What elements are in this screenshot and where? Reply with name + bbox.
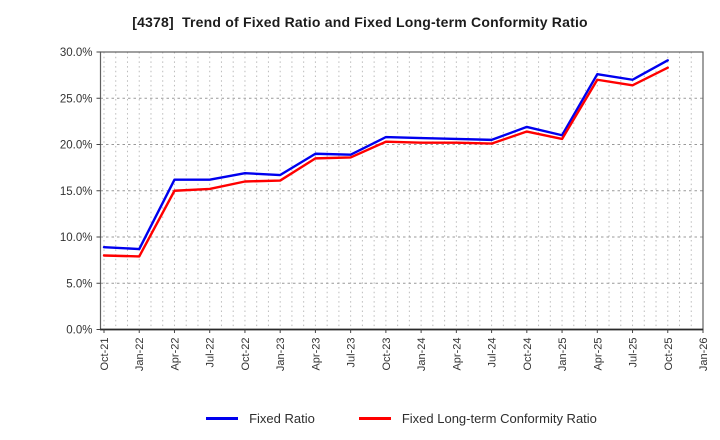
legend-label-fixed-longterm-conformity-ratio: Fixed Long-term Conformity Ratio <box>401 410 597 426</box>
y-tick-label: 25.0% <box>60 93 93 105</box>
x-tick-label: Oct-25 <box>663 338 675 371</box>
x-tick-label: Oct-21 <box>99 338 111 371</box>
x-tick-label: Apr-23 <box>310 338 322 371</box>
y-tick-label: 0.0% <box>66 325 92 337</box>
x-tick-label: Apr-24 <box>451 338 463 371</box>
x-tick-label: Jul-23 <box>346 338 358 368</box>
fixed-ratio-line-sample-icon <box>206 416 239 420</box>
y-tick-label: 30.0% <box>60 47 93 59</box>
x-tick-label: Apr-25 <box>592 338 604 371</box>
y-tick-labels: 0.0% 5.0% 10.0% 15.0% 20.0% 25.0% 30.0% <box>60 47 93 337</box>
series-line-fixed-longterm-conformity-ratio <box>102 66 669 258</box>
x-tick-label: Jan-22 <box>134 338 146 372</box>
legend-item-fixed-ratio: Fixed Ratio <box>206 411 315 426</box>
y-tick-label: 15.0% <box>60 186 93 198</box>
x-tick-label: Jul-25 <box>628 338 640 368</box>
tick-marks <box>96 51 704 333</box>
legend-label-fixed-ratio: Fixed Ratio <box>249 410 315 426</box>
x-tick-label: Jul-22 <box>205 338 217 368</box>
chart-legend: Fixed Ratio Fixed Long-term Conformity R… <box>100 403 703 433</box>
series-line-fixed-ratio <box>102 59 669 251</box>
y-tick-label: 5.0% <box>66 278 92 290</box>
x-tick-label: Jan-25 <box>557 338 569 372</box>
x-tick-labels: Oct-21 Jan-22 Apr-22 Jul-22 Oct-22 Jan-23 Apr-… <box>99 338 710 372</box>
x-tick-label: Jul-24 <box>487 338 499 368</box>
x-tick-label: Jan-24 <box>416 338 428 372</box>
x-tick-label: Apr-22 <box>169 338 181 371</box>
x-tick-label: Oct-23 <box>381 338 393 371</box>
chart-title: [4378] Trend of Fixed Ratio and Fixed Lo… <box>132 14 588 30</box>
y-tick-label: 20.0% <box>60 140 93 152</box>
x-tick-label: Oct-24 <box>522 338 534 371</box>
x-tick-label: Jan-26 <box>698 338 710 372</box>
y-tick-label: 10.0% <box>60 232 93 244</box>
x-tick-label: Jan-23 <box>275 338 287 372</box>
legend-item-fixed-longterm-conformity-ratio: Fixed Long-term Conformity Ratio <box>358 410 597 426</box>
x-tick-label: Oct-22 <box>240 338 252 371</box>
fixed-longterm-line-sample-icon <box>358 416 391 420</box>
